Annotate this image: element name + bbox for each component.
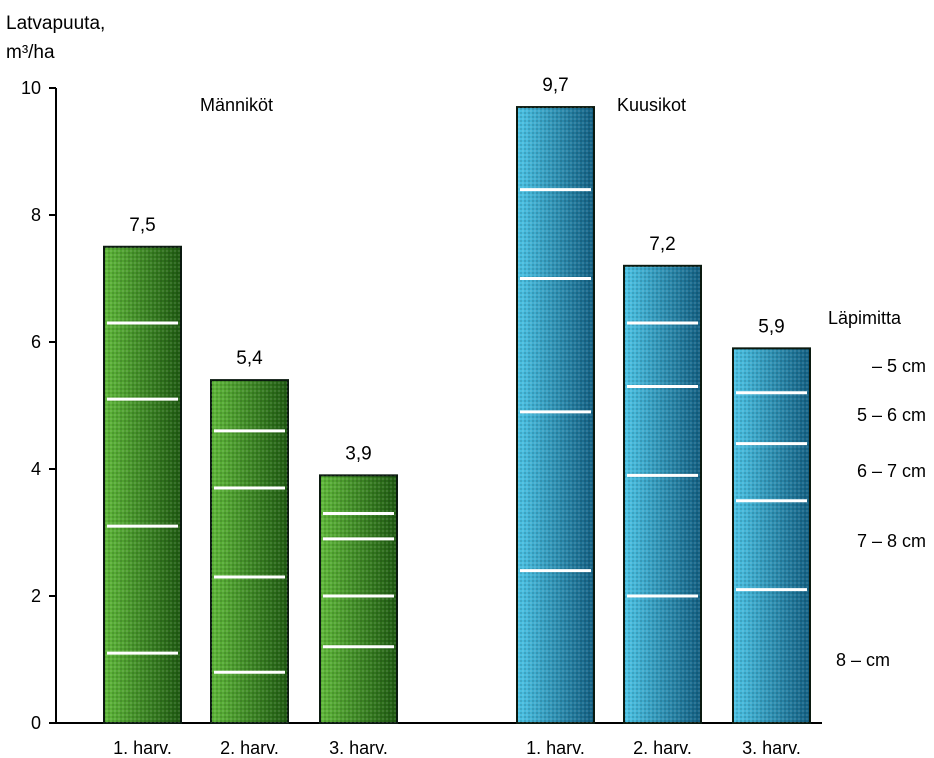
legend-item-1: – 5 cm (872, 356, 926, 376)
bar-labels: 7,5 1. harv. 5,4 2. harv. 3,9 3. harv. 9,7 1. h… (113, 75, 801, 758)
y-axis-title-line2: m³/ha (6, 42, 55, 63)
x-category-label: 1. harv. (526, 738, 585, 758)
y-tick-label: 0 (31, 713, 41, 733)
legend-item-5: 8 – cm (836, 650, 890, 670)
y-tick-label: 10 (21, 78, 41, 98)
bar-texture (517, 107, 594, 724)
y-axis-title-line1: Latvapuuta, (6, 13, 105, 34)
y-tick-label: 8 (31, 205, 41, 225)
bar-pine-1 (103, 245, 182, 724)
bar-spruce-2 (623, 264, 702, 724)
x-category-label: 3. harv. (742, 738, 801, 758)
bar-spruce-3 (732, 347, 811, 724)
bar-spruce-1 (516, 106, 595, 725)
bar-texture (211, 380, 288, 723)
bar-value-label: 5,9 (758, 316, 784, 337)
group-title-pine: Männiköt (200, 95, 273, 115)
legend-item-3: 6 – 7 cm (857, 461, 926, 481)
legend-item-4: 7 – 8 cm (857, 531, 926, 551)
bar-texture (320, 475, 397, 723)
bar-pine-3 (319, 474, 398, 724)
legend-item-2: 5 – 6 cm (857, 405, 926, 425)
bar-value-label: 7,5 (129, 215, 155, 236)
bar-texture (733, 348, 810, 723)
x-category-label: 1. harv. (113, 738, 172, 758)
bar-value-label: 5,4 (236, 348, 263, 369)
x-category-label: 2. harv. (633, 738, 692, 758)
bar-value-label: 9,7 (542, 75, 568, 96)
bar-texture (104, 246, 181, 723)
bar-value-label: 7,2 (649, 234, 675, 255)
y-ticks: 0 2 4 6 8 10 (21, 78, 56, 733)
y-tick-label: 4 (31, 459, 41, 479)
bar-texture (624, 265, 701, 723)
x-category-label: 3. harv. (329, 738, 388, 758)
legend-title: Läpimitta (828, 308, 902, 328)
bars (103, 106, 811, 725)
y-tick-label: 6 (31, 332, 41, 352)
group-title-spruce: Kuusikot (617, 95, 686, 115)
bar-pine-2 (210, 379, 289, 724)
y-tick-label: 2 (31, 586, 41, 606)
x-category-label: 2. harv. (220, 738, 279, 758)
bar-value-label: 3,9 (345, 443, 371, 464)
